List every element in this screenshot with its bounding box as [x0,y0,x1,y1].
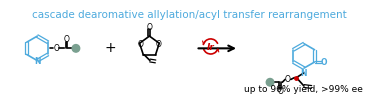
Text: +: + [104,41,116,55]
Text: O: O [138,40,143,49]
Text: O: O [321,57,327,67]
Text: cascade dearomative allylation/acyl transfer rearrangement: cascade dearomative allylation/acyl tran… [32,10,346,20]
Text: O: O [277,87,284,96]
Circle shape [72,45,80,52]
Text: O: O [155,40,161,49]
Text: O: O [285,75,291,84]
Text: O: O [64,35,70,44]
Text: Ir: Ir [207,43,215,52]
Text: up to 96% yield, >99% ee: up to 96% yield, >99% ee [243,85,363,94]
Text: N: N [301,69,307,78]
Text: N: N [34,57,40,66]
Text: O: O [147,23,152,32]
Text: O: O [53,44,59,53]
Circle shape [266,79,274,86]
